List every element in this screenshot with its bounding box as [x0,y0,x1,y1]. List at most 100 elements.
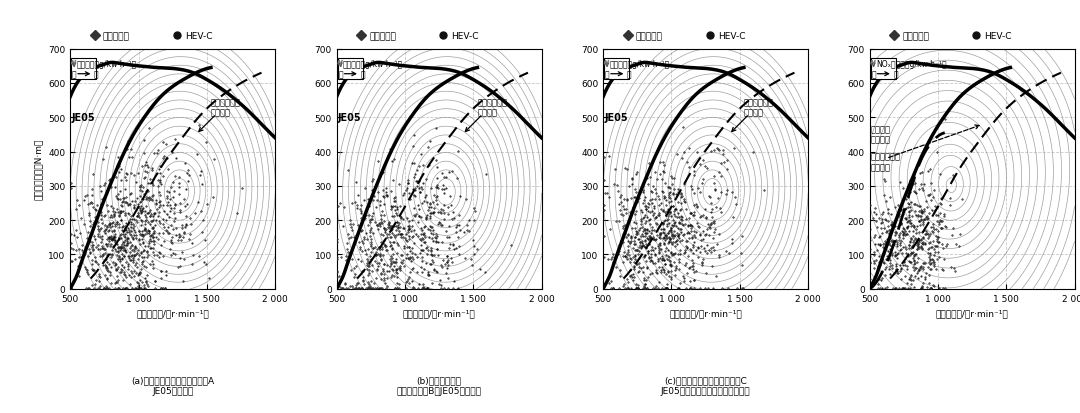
Point [632,245,649,252]
Point [381,263,399,270]
Point [865,252,882,259]
Point [100,222,118,229]
Point [133,229,150,235]
Point [124,257,141,263]
Point [433,264,450,271]
Point [117,177,134,184]
Point [198,140,215,146]
Point [363,216,380,223]
Point [918,231,935,237]
Point [672,238,689,245]
Point [150,189,167,196]
Point [340,167,357,174]
Point [402,228,419,234]
Point [383,272,401,278]
Point [651,240,669,247]
Point [870,276,888,283]
Point [113,228,131,234]
Point [347,199,364,205]
Point [704,244,721,250]
Point [160,230,177,237]
Point [413,264,430,271]
Point [363,249,380,256]
Point [872,262,889,269]
Point [891,237,908,244]
Point [402,269,419,276]
Point [924,257,942,263]
Point [732,251,750,257]
Point [351,247,368,253]
Point [905,224,922,231]
Point [103,234,120,240]
Point [885,221,902,228]
Point [139,219,157,225]
Point [363,285,380,292]
Point [652,268,670,274]
Point [400,225,417,231]
Point [654,266,672,273]
Point [703,214,720,221]
Point [647,237,664,243]
Point [428,268,445,275]
Point [383,266,401,273]
Point [881,271,899,278]
Point [418,176,435,183]
Point [413,247,430,254]
Point [914,240,931,247]
Point [642,216,659,223]
Point [433,223,450,229]
Point [914,280,931,287]
Point [929,234,946,241]
Point [432,285,449,292]
Point [390,181,407,188]
Point [118,285,135,292]
Point [723,189,740,195]
Point [86,206,104,213]
Point [678,243,696,249]
Point [698,215,715,222]
Point [110,245,127,252]
Point [882,238,900,244]
Point [657,285,674,292]
Point [931,254,948,260]
Point [410,213,428,219]
Point [360,222,377,229]
Point [110,248,127,255]
Point [661,235,678,242]
Point [141,261,159,268]
Point [100,214,118,221]
Point [369,226,387,233]
Point [162,239,179,245]
Point [868,247,886,254]
Point [362,219,379,226]
Point [629,251,646,258]
Point [110,161,127,168]
Point [646,215,663,222]
Point [599,153,617,160]
Point [102,236,119,242]
Point [188,151,205,157]
Point [158,227,175,233]
Point [71,202,89,209]
Point [444,285,461,292]
Point [627,228,645,234]
Point [163,149,180,155]
Point [403,266,420,273]
Point [900,218,917,225]
Point [164,226,181,233]
Point [82,223,99,230]
Point [171,191,188,197]
Point [113,198,131,205]
Point [901,242,918,249]
Point [640,160,658,167]
Point [117,211,134,217]
Point [122,170,139,177]
Point [617,206,634,212]
Point [388,223,405,230]
Bar [338,59,363,80]
Point [372,246,389,253]
Point [422,261,440,267]
Point [67,228,84,234]
Point [669,237,686,243]
Point [112,245,130,252]
